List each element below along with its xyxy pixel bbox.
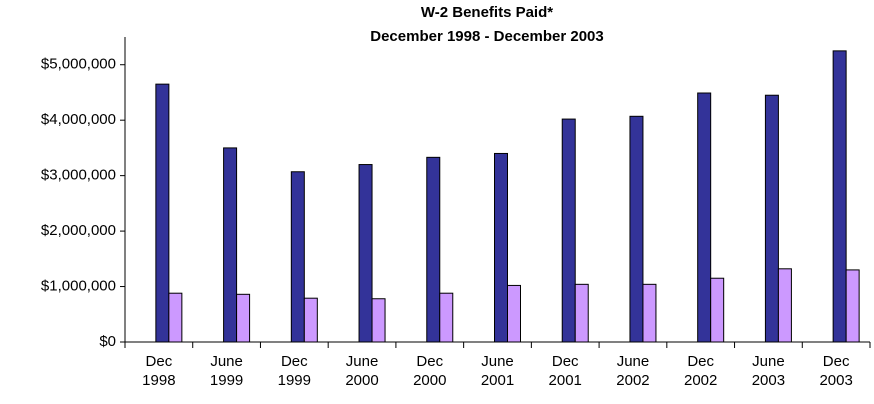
bar	[223, 147, 238, 343]
y-tick-label: $4,000,000	[41, 111, 116, 128]
y-tick-label: $3,000,000	[41, 167, 116, 184]
bar	[507, 284, 521, 343]
bar	[168, 292, 183, 343]
x-tick-label: June 2002	[616, 353, 650, 389]
chart-title: W-2 Benefits Paid*	[421, 4, 553, 21]
x-tick-label: Dec 2003	[819, 353, 853, 389]
bar	[426, 156, 441, 343]
bar	[642, 283, 657, 343]
x-tick-label: Dec 2000	[413, 353, 447, 389]
bar	[371, 298, 386, 343]
bar	[845, 269, 860, 343]
x-tick-label: Dec 1999	[277, 353, 311, 389]
bar	[710, 277, 725, 343]
bar	[290, 171, 305, 343]
bar	[764, 94, 779, 343]
bar	[439, 292, 454, 343]
y-tick-label: $5,000,000	[41, 56, 116, 73]
x-tick-label: June 2000	[345, 353, 379, 389]
bar	[697, 92, 712, 343]
y-tick-label: $2,000,000	[41, 222, 116, 239]
x-tick-label: June 2001	[480, 353, 515, 389]
bar	[494, 152, 508, 343]
bar	[629, 115, 644, 343]
x-tick-label: June 2003	[751, 353, 786, 389]
y-tick-label: $0	[99, 333, 116, 350]
bar	[832, 50, 847, 343]
chart-subtitle: December 1998 - December 2003	[370, 28, 603, 45]
bar	[777, 268, 792, 343]
x-tick-label: Dec 2001	[548, 353, 582, 389]
y-tick-label: $1,000,000	[41, 278, 116, 295]
bar	[574, 283, 589, 343]
x-tick-label: Dec 1998	[142, 353, 176, 389]
x-tick-label: June 1999	[209, 353, 244, 389]
bar	[155, 83, 170, 343]
x-tick-label: Dec 2002	[683, 353, 718, 389]
bar	[303, 297, 318, 343]
bar	[358, 164, 373, 343]
bar	[236, 293, 251, 343]
bar	[561, 118, 576, 343]
